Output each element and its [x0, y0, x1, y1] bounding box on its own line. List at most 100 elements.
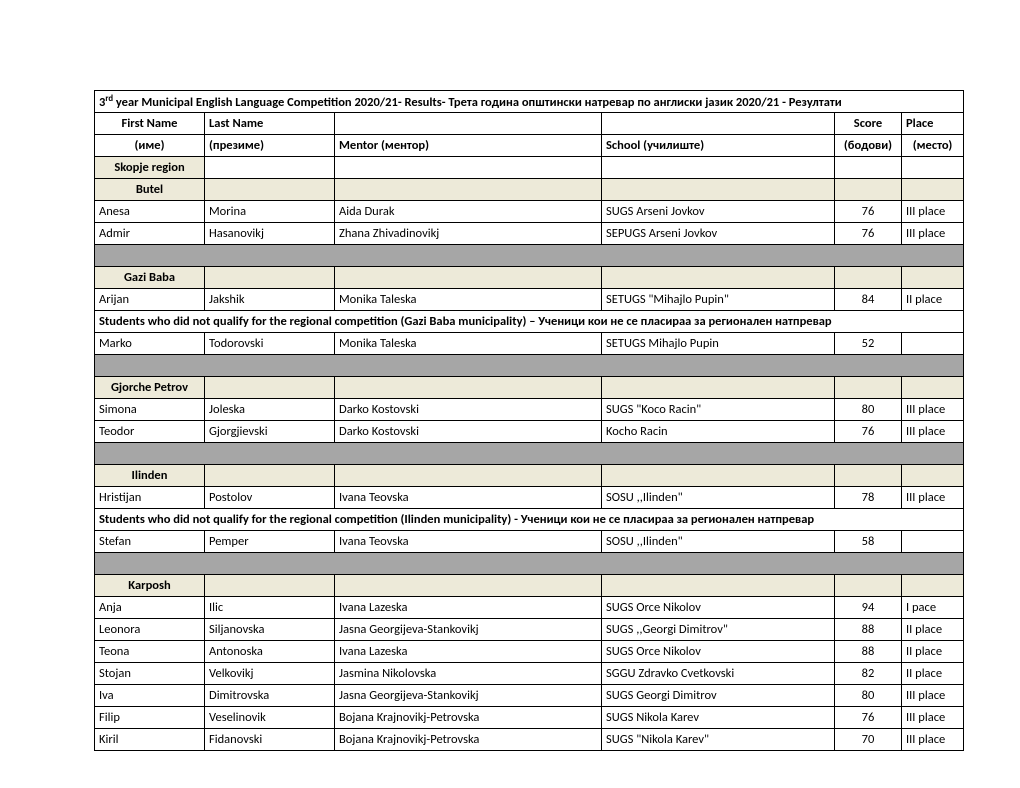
place-cell: III place [902, 487, 964, 509]
last-name-cell: Joleska [205, 399, 335, 421]
school-cell: SUGS Nikola Karev [602, 707, 835, 729]
header-score: Score [835, 113, 902, 135]
table-row: LeonoraSiljanovskaJasna Georgijeva-Stank… [95, 619, 964, 641]
municipality-label: Ilinden [95, 465, 205, 487]
municipality-label: Gazi Baba [95, 267, 205, 289]
table-row: TeodorGjorgjievskiDarko KostovskiKocho R… [95, 421, 964, 443]
school-cell: SUGS "Koco Racin" [602, 399, 835, 421]
school-cell: SUGS Orce Nikolov [602, 641, 835, 663]
table-row: FilipVeselinovikBojana Krajnovikj-Petrov… [95, 707, 964, 729]
score-cell: 84 [835, 289, 902, 311]
separator-cell [95, 355, 964, 377]
table-row: HristijanPostolovIvana TeovskaSOSU ,,Ili… [95, 487, 964, 509]
place-cell [902, 333, 964, 355]
municipality-row: Ilinden [95, 465, 964, 487]
table-row: TeonaAntonoskaIvana LazeskaSUGS Orce Nik… [95, 641, 964, 663]
municipality-blank [602, 179, 835, 201]
score-cell: 78 [835, 487, 902, 509]
mentor-cell: Ivana Teovska [335, 531, 602, 553]
header-first-name: First Name [95, 113, 205, 135]
municipality-blank [835, 377, 902, 399]
first-name-cell: Leonora [95, 619, 205, 641]
first-name-cell: Simona [95, 399, 205, 421]
mentor-cell: Jasna Georgijeva-Stankovikj [335, 685, 602, 707]
table-row: MarkoTodorovskiMonika TaleskaSETUGS Miha… [95, 333, 964, 355]
first-name-cell: Hristijan [95, 487, 205, 509]
title-cell: 3rd year Municipal English Language Comp… [95, 91, 964, 113]
separator-cell [95, 553, 964, 575]
results-table: 3rd year Municipal English Language Comp… [94, 90, 964, 751]
score-cell: 88 [835, 619, 902, 641]
header-place: Place [902, 113, 964, 135]
table-row: AnjaIlicIvana LazeskaSUGS Orce Nikolov94… [95, 597, 964, 619]
separator-cell [95, 245, 964, 267]
score-cell: 80 [835, 685, 902, 707]
table-row: AdmirHasanovikjZhana ZhivadinovikjSEPUGS… [95, 223, 964, 245]
school-cell: SOSU ,,Ilinden" [602, 531, 835, 553]
mentor-cell: Ivana Teovska [335, 487, 602, 509]
header-school: School (училиште) [602, 135, 835, 157]
header-first-name-sub: (име) [95, 135, 205, 157]
last-name-cell: Jakshik [205, 289, 335, 311]
header-row-2: (име)(презиме)Mentor (ментор)School (учи… [95, 135, 964, 157]
score-cell: 58 [835, 531, 902, 553]
municipality-blank [335, 179, 602, 201]
score-cell: 82 [835, 663, 902, 685]
header-place-sub: (место) [902, 135, 964, 157]
last-name-cell: Veselinovik [205, 707, 335, 729]
score-cell: 76 [835, 421, 902, 443]
municipality-blank [902, 267, 964, 289]
municipality-blank [602, 575, 835, 597]
note-cell: Students who did not qualify for the reg… [95, 311, 964, 333]
note-row: Students who did not qualify for the reg… [95, 509, 964, 531]
last-name-cell: Dimitrovska [205, 685, 335, 707]
separator-row [95, 553, 964, 575]
first-name-cell: Filip [95, 707, 205, 729]
header-last-name-sub: (презиме) [205, 135, 335, 157]
first-name-cell: Arijan [95, 289, 205, 311]
municipality-blank [335, 575, 602, 597]
first-name-cell: Teona [95, 641, 205, 663]
region-blank [835, 157, 902, 179]
note-row: Students who did not qualify for the reg… [95, 311, 964, 333]
score-cell: 76 [835, 201, 902, 223]
school-cell: SUGS "Nikola Karev" [602, 729, 835, 751]
municipality-blank [602, 267, 835, 289]
score-cell: 88 [835, 641, 902, 663]
last-name-cell: Gjorgjievski [205, 421, 335, 443]
place-cell: II place [902, 619, 964, 641]
last-name-cell: Velkovikj [205, 663, 335, 685]
score-cell: 76 [835, 707, 902, 729]
mentor-cell: Aida Durak [335, 201, 602, 223]
last-name-cell: Pemper [205, 531, 335, 553]
last-name-cell: Siljanovska [205, 619, 335, 641]
place-cell: III place [902, 685, 964, 707]
school-cell: SUGS Orce Nikolov [602, 597, 835, 619]
place-cell: III place [902, 223, 964, 245]
last-name-cell: Fidanovski [205, 729, 335, 751]
place-cell: I pace [902, 597, 964, 619]
municipality-label: Butel [95, 179, 205, 201]
mentor-cell: Jasna Georgijeva-Stankovikj [335, 619, 602, 641]
municipality-blank [835, 179, 902, 201]
table-row: ArijanJakshikMonika TaleskaSETUGS "Mihaj… [95, 289, 964, 311]
school-cell: SETUGS Mihajlo Pupin [602, 333, 835, 355]
first-name-cell: Stojan [95, 663, 205, 685]
school-cell: SUGS Georgi Dimitrov [602, 685, 835, 707]
municipality-blank [902, 465, 964, 487]
place-cell [902, 531, 964, 553]
region-blank [602, 157, 835, 179]
school-cell: Kocho Racin [602, 421, 835, 443]
first-name-cell: Admir [95, 223, 205, 245]
place-cell: III place [902, 201, 964, 223]
score-cell: 94 [835, 597, 902, 619]
header-last-name: Last Name [205, 113, 335, 135]
place-cell: III place [902, 707, 964, 729]
municipality-row: Gjorche Petrov [95, 377, 964, 399]
school-cell: SUGS Arseni Jovkov [602, 201, 835, 223]
municipality-label: Karposh [95, 575, 205, 597]
place-cell: II place [902, 663, 964, 685]
region-row: Skopje region [95, 157, 964, 179]
table-row: IvaDimitrovskaJasna Georgijeva-Stankovik… [95, 685, 964, 707]
table-row: StojanVelkovikjJasmina NikolovskaSGGU Zd… [95, 663, 964, 685]
